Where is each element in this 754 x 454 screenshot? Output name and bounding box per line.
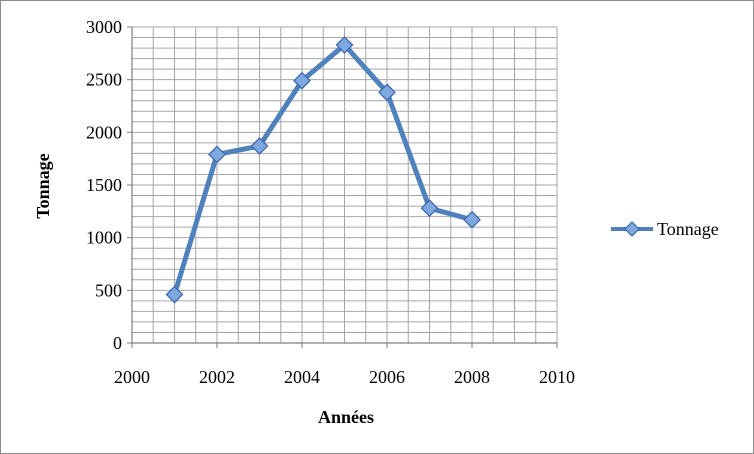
data-point-marker [250, 137, 269, 155]
data-point-marker [335, 35, 354, 54]
data-point-marker [420, 199, 439, 218]
legend-marker [624, 221, 640, 237]
data-point-marker [208, 145, 226, 164]
x-tick-label: 2002 [199, 367, 235, 387]
data-point-marker [463, 210, 481, 229]
series-layer [165, 35, 481, 304]
y-tick-label: 2000 [86, 122, 122, 142]
x-tick-label: 2010 [539, 367, 575, 387]
y-axis-title: Tonnage [33, 153, 53, 218]
grid [132, 26, 558, 343]
data-point-marker [293, 71, 311, 90]
y-tick-label: 1500 [86, 175, 122, 195]
x-tick-label: 2006 [369, 367, 405, 387]
axes [127, 26, 558, 348]
x-axis-title: Années [318, 407, 374, 427]
y-tick-label: 3000 [86, 17, 122, 37]
data-point-marker [165, 285, 184, 304]
legend: Tonnage [611, 219, 719, 239]
y-tick-label: 500 [95, 280, 122, 300]
tick-labels: 0 500 1000 1500 2000 2500 3000 2000 2002 2004 2006… [86, 17, 575, 387]
y-tick-label: 0 [113, 333, 122, 353]
y-tick-label: 2500 [86, 70, 122, 90]
x-tick-label: 2008 [454, 367, 490, 387]
y-tick-label: 1000 [86, 228, 122, 248]
x-tick-label: 2000 [114, 367, 150, 387]
data-point-marker [378, 83, 396, 102]
x-tick-label: 2004 [284, 367, 320, 387]
legend-label: Tonnage [657, 219, 719, 239]
